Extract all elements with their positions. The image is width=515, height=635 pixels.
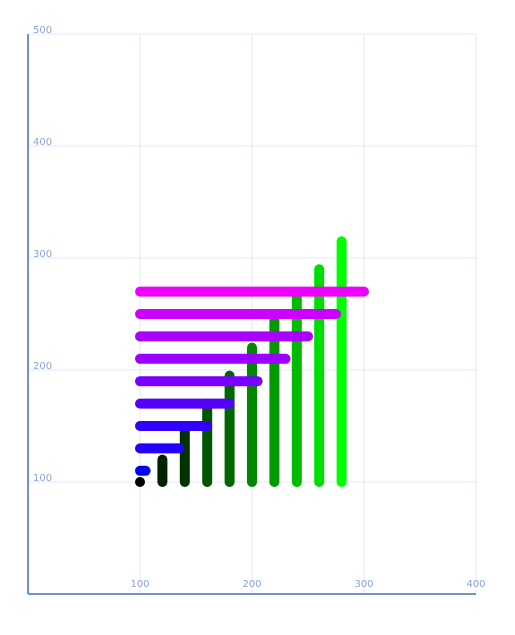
- x-tick-label: 400: [466, 579, 485, 590]
- y-tick-label: 500: [33, 25, 52, 36]
- x-tick-label: 300: [354, 579, 373, 590]
- x-tick-label: 100: [130, 579, 149, 590]
- y-tick-label: 100: [33, 473, 52, 484]
- y-tick-label: 200: [33, 361, 52, 372]
- y-tick-label: 300: [33, 249, 52, 260]
- y-tick-label: 400: [33, 137, 52, 148]
- x-tick-label: 200: [242, 579, 261, 590]
